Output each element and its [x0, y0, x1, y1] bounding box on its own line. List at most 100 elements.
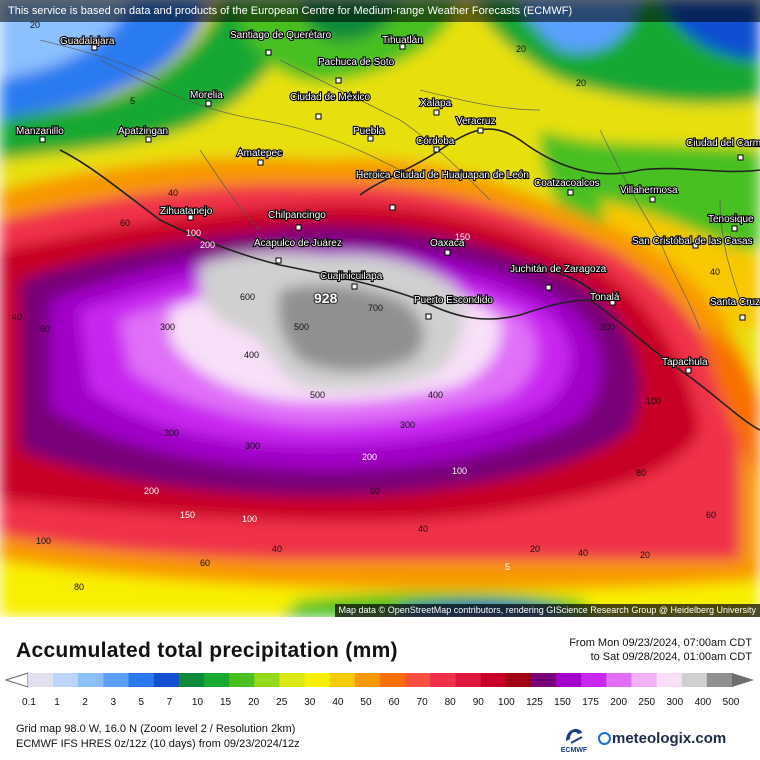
contour-label: 500: [310, 390, 325, 400]
svg-text:Coatzacoalcos: Coatzacoalcos: [534, 178, 600, 189]
legend-swatch: [153, 673, 180, 687]
contour-label: 20: [640, 550, 650, 560]
meteologix-logo[interactable]: meteologix.com: [598, 730, 726, 747]
city-apatzingan: Apatzingan: [117, 125, 169, 143]
legend-swatch: [606, 673, 632, 687]
contour-label: 60: [40, 324, 50, 334]
city-tihuatlan: Tihuatlán: [381, 34, 424, 50]
svg-text:Guadalajara: Guadalajara: [60, 36, 115, 47]
legend-tick-label: 60: [388, 697, 400, 708]
legend-tick-label: 100: [498, 697, 515, 708]
legend-swatch: [706, 673, 733, 687]
contour-label: 5: [130, 96, 135, 106]
legend-swatch: [530, 673, 557, 687]
contour-label: 600: [240, 292, 255, 302]
legend-tick-label: 70: [417, 697, 429, 708]
city-villahermosa: Villahermosa: [619, 184, 679, 203]
map-title: Accumulated total precipitation (mm): [16, 639, 398, 662]
svg-text:Ciudad del Carmen: Ciudad del Carmen: [686, 138, 760, 149]
svg-text:Oaxaca: Oaxaca: [430, 238, 465, 249]
svg-text:Acapulco de Juárez: Acapulco de Juárez: [254, 238, 342, 249]
svg-text:Xalapa: Xalapa: [420, 98, 452, 109]
svg-text:Chilpancingo: Chilpancingo: [268, 210, 326, 221]
city-veracruz: Veracruz: [455, 115, 497, 134]
svg-text:Santa Cruz Barillas: Santa Cruz Barillas: [710, 297, 760, 308]
city-huajuapan: Heroica Ciudad de Huajuapan de León: [355, 169, 530, 211]
contour-label: 20: [576, 78, 586, 88]
svg-text:Zihuatanejo: Zihuatanejo: [160, 206, 213, 217]
map-attribution[interactable]: Map data © OpenStreetMap contributors, r…: [334, 604, 760, 617]
legend-swatch: [304, 673, 331, 687]
svg-text:Ciudad de México: Ciudad de México: [290, 92, 370, 103]
city-amatepec: Amatepec: [236, 147, 283, 166]
contour-label: 20: [530, 544, 540, 554]
legend-tick-label: 300: [666, 697, 683, 708]
contour-label: 80: [636, 468, 646, 478]
city-tonala: Tonalá: [589, 291, 621, 306]
legend-swatch: [430, 673, 456, 687]
precipitation-map[interactable]: Guadalajara Santiago de Querétaro Tihuat…: [0, 0, 760, 617]
map-canvas: Guadalajara Santiago de Querétaro Tihuat…: [0, 0, 760, 617]
legend-tick-label: 50: [360, 697, 372, 708]
svg-text:Santiago de Querétaro: Santiago de Querétaro: [230, 30, 332, 41]
legend-swatch: [178, 673, 205, 687]
contour-label: 80: [74, 582, 84, 592]
legend-panel: Accumulated total precipitation (mm) Fro…: [0, 617, 760, 760]
legend-swatch: [581, 673, 607, 687]
contour-label: 300: [160, 322, 175, 332]
legend-tick-label: 0.1: [22, 697, 36, 708]
city-santacruz: Santa Cruz Barillas: [709, 296, 760, 321]
legend-tick-label: 40: [332, 697, 344, 708]
model-info: ECMWF IFS HRES 0z/12z (10 days) from 09/…: [16, 738, 300, 750]
grid-info: Grid map 98.0 W, 16.0 N (Zoom level 2 / …: [16, 723, 296, 735]
legend-tick-label: 125: [526, 697, 543, 708]
city-acapulco: Acapulco de Juárez: [253, 237, 343, 264]
city-queretaro: Santiago de Querétaro: [229, 29, 333, 56]
svg-text:Tonalá: Tonalá: [590, 292, 620, 303]
contour-label: 400: [244, 350, 259, 360]
contour-label: 200: [200, 240, 215, 250]
contour-label: 60: [200, 558, 210, 568]
city-coatzacoalcos: Coatzacoalcos: [533, 177, 601, 196]
legend-swatch: [380, 673, 406, 687]
meteologix-logo-icon: [598, 732, 611, 745]
contour-label: 150: [455, 232, 470, 242]
contour-label: 150: [180, 510, 195, 520]
contour-label: 60: [706, 510, 716, 520]
svg-text:Morelia: Morelia: [190, 90, 223, 101]
city-oaxaca: Oaxaca: [429, 237, 466, 256]
contour-label: 40: [12, 312, 22, 322]
contour-label: 400: [428, 390, 443, 400]
legend-swatch: [631, 673, 658, 687]
contour-label: 40: [168, 188, 178, 198]
legend-swatch: [681, 673, 708, 687]
svg-text:Puebla: Puebla: [353, 126, 385, 137]
contour-label: 40: [578, 548, 588, 558]
city-cdmx: Ciudad de México: [289, 91, 372, 120]
color-scale: 0.1 1 2 3 5 7 10 15 20 25 30 40 50 60 70 80 90 100 125 150 1…: [4, 672, 754, 708]
legend-tick-label: 90: [473, 697, 485, 708]
contour-label: 60: [120, 218, 130, 228]
legend-swatch: [329, 673, 356, 687]
city-puebla: Puebla: [352, 125, 386, 142]
city-xalapa: Xalapa: [419, 97, 453, 116]
legend-swatch: [505, 673, 532, 687]
legend-tick-label: 20: [248, 697, 260, 708]
legend-swatch: [204, 673, 230, 687]
city-chilpancingo: Chilpancingo: [267, 209, 327, 231]
legend-arrow-high: [732, 673, 754, 687]
svg-text:Amatepec: Amatepec: [237, 148, 282, 159]
contour-label: 300: [164, 428, 179, 438]
legend-tick-label: 10: [192, 697, 204, 708]
legend-tick-label: 15: [220, 697, 232, 708]
legend-swatch: [556, 673, 582, 687]
contour-label: 100: [646, 396, 661, 406]
contour-label: 40: [272, 544, 282, 554]
contour-label: 500: [294, 322, 309, 332]
svg-text:Tihuatlán: Tihuatlán: [382, 35, 423, 46]
legend-swatch: [254, 673, 280, 687]
svg-text:Manzanillo: Manzanillo: [16, 126, 64, 137]
legend-swatch: [53, 673, 79, 687]
svg-text:Veracruz: Veracruz: [456, 116, 495, 127]
legend-swatch: [455, 673, 482, 687]
